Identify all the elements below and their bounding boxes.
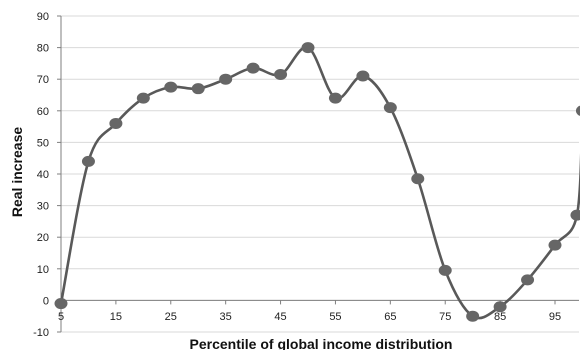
y-tick-labels: -10 0 10 20 30 40 50 60 70 80 90 xyxy=(33,11,49,339)
y-tick-label: 50 xyxy=(37,137,49,149)
data-point xyxy=(274,68,288,80)
data-point xyxy=(109,117,123,129)
x-tick-label: 75 xyxy=(439,311,451,323)
y-tick-label: 10 xyxy=(37,264,49,276)
data-point xyxy=(575,105,580,116)
data-point xyxy=(411,173,425,185)
data-point xyxy=(81,155,95,167)
x-tick-label: 95 xyxy=(549,311,561,323)
x-tick-label: 85 xyxy=(494,311,506,323)
data-point xyxy=(438,264,452,276)
y-tick-label: 90 xyxy=(37,11,49,23)
y-tick-label: 0 xyxy=(43,295,49,307)
x-tick-label: 35 xyxy=(220,311,232,323)
y-tick-label: -10 xyxy=(33,327,49,339)
data-point xyxy=(466,310,480,322)
y-tick-label: 80 xyxy=(37,43,49,55)
data-point xyxy=(54,298,68,310)
y-tick-label: 20 xyxy=(37,232,49,244)
data-point xyxy=(328,92,342,104)
data-point xyxy=(521,274,535,286)
data-point xyxy=(548,239,562,251)
y-tick-label: 60 xyxy=(37,106,49,118)
x-axis-title: Percentile of global income distribution xyxy=(190,336,453,350)
data-point xyxy=(356,70,370,82)
data-point xyxy=(246,62,260,74)
data-point xyxy=(570,209,580,221)
x-tick-label: 15 xyxy=(110,311,122,323)
x-tick-label: 25 xyxy=(165,311,177,323)
x-tick-label: 65 xyxy=(384,311,396,323)
data-point xyxy=(191,83,205,95)
x-tick-labels: 5 15 25 35 45 55 65 75 85 95 xyxy=(58,311,561,323)
x-tick-label: 55 xyxy=(329,311,341,323)
data-point xyxy=(493,301,507,313)
data-markers xyxy=(54,42,580,322)
data-point xyxy=(219,73,233,85)
y-axis-title: Real increase xyxy=(9,127,25,217)
y-tick-label: 40 xyxy=(37,169,49,181)
data-point xyxy=(136,92,150,104)
data-point xyxy=(164,81,178,93)
gridlines xyxy=(61,15,579,333)
series-line xyxy=(59,46,580,320)
x-tick-label: 45 xyxy=(274,311,286,323)
x-tick-label: 5 xyxy=(58,311,64,323)
data-point xyxy=(301,42,315,54)
data-point xyxy=(383,102,397,114)
y-tick-label: 30 xyxy=(37,201,49,213)
y-tick-label: 70 xyxy=(37,74,49,86)
